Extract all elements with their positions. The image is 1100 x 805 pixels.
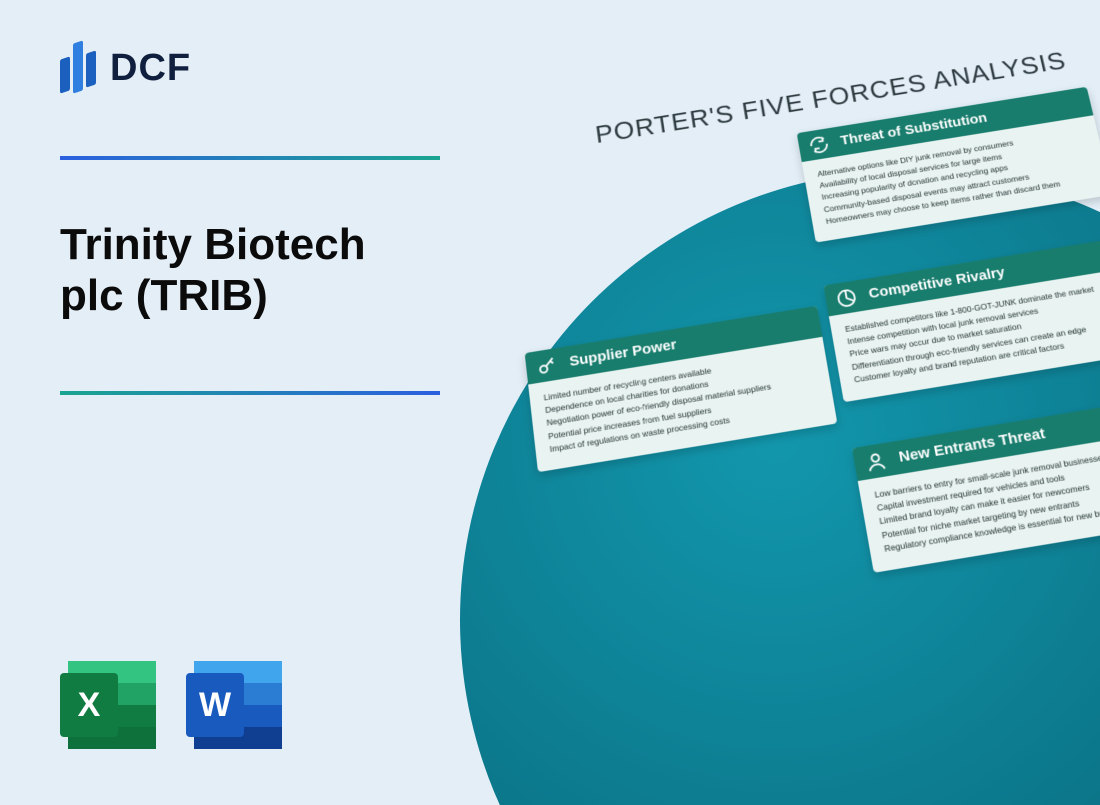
title-line-1: Trinity Biotech (60, 220, 366, 269)
page-title: Trinity Biotech plc (TRIB) (60, 220, 500, 321)
word-icon: W (186, 655, 286, 755)
card-supplier: Supplier PowerLimited number of recyclin… (525, 306, 838, 472)
divider-top (60, 156, 440, 160)
card-rivalry: Competitive RivalryEstablished competito… (823, 237, 1100, 402)
card-rivalry-header: Competitive Rivalry (823, 237, 1100, 316)
app-icons: X W (60, 655, 286, 755)
card-entrants: New Entrants ThreatLow barriers to entry… (852, 398, 1100, 573)
logo-bar-2 (73, 40, 83, 93)
refresh-icon (807, 133, 831, 156)
card-substitution: Threat of SubstitutionAlternative option… (797, 87, 1100, 243)
brand-logo: DCF (60, 40, 500, 96)
brand-logo-text: DCF (110, 47, 191, 90)
logo-bar-3 (86, 50, 96, 87)
card-entrants-list: Low barriers to entry for small-scale ju… (858, 430, 1100, 573)
word-letter: W (186, 673, 244, 737)
user-icon (863, 448, 889, 473)
title-line-2: plc (TRIB) (60, 271, 268, 320)
key-icon (535, 353, 559, 377)
brand-logo-bars (60, 40, 100, 96)
excel-letter: X (60, 673, 118, 737)
excel-icon: X (60, 655, 160, 755)
diagram-stage: PORTER'S FIVE FORCES ANALYSIS Threat of … (520, 70, 1100, 690)
left-column: DCF Trinity Biotech plc (TRIB) (60, 40, 500, 419)
divider-bottom (60, 391, 440, 395)
card-substitution-title: Threat of Substitution (839, 110, 988, 148)
pie-icon (834, 286, 859, 310)
card-supplier-title: Supplier Power (569, 336, 678, 369)
logo-bar-1 (60, 56, 70, 93)
